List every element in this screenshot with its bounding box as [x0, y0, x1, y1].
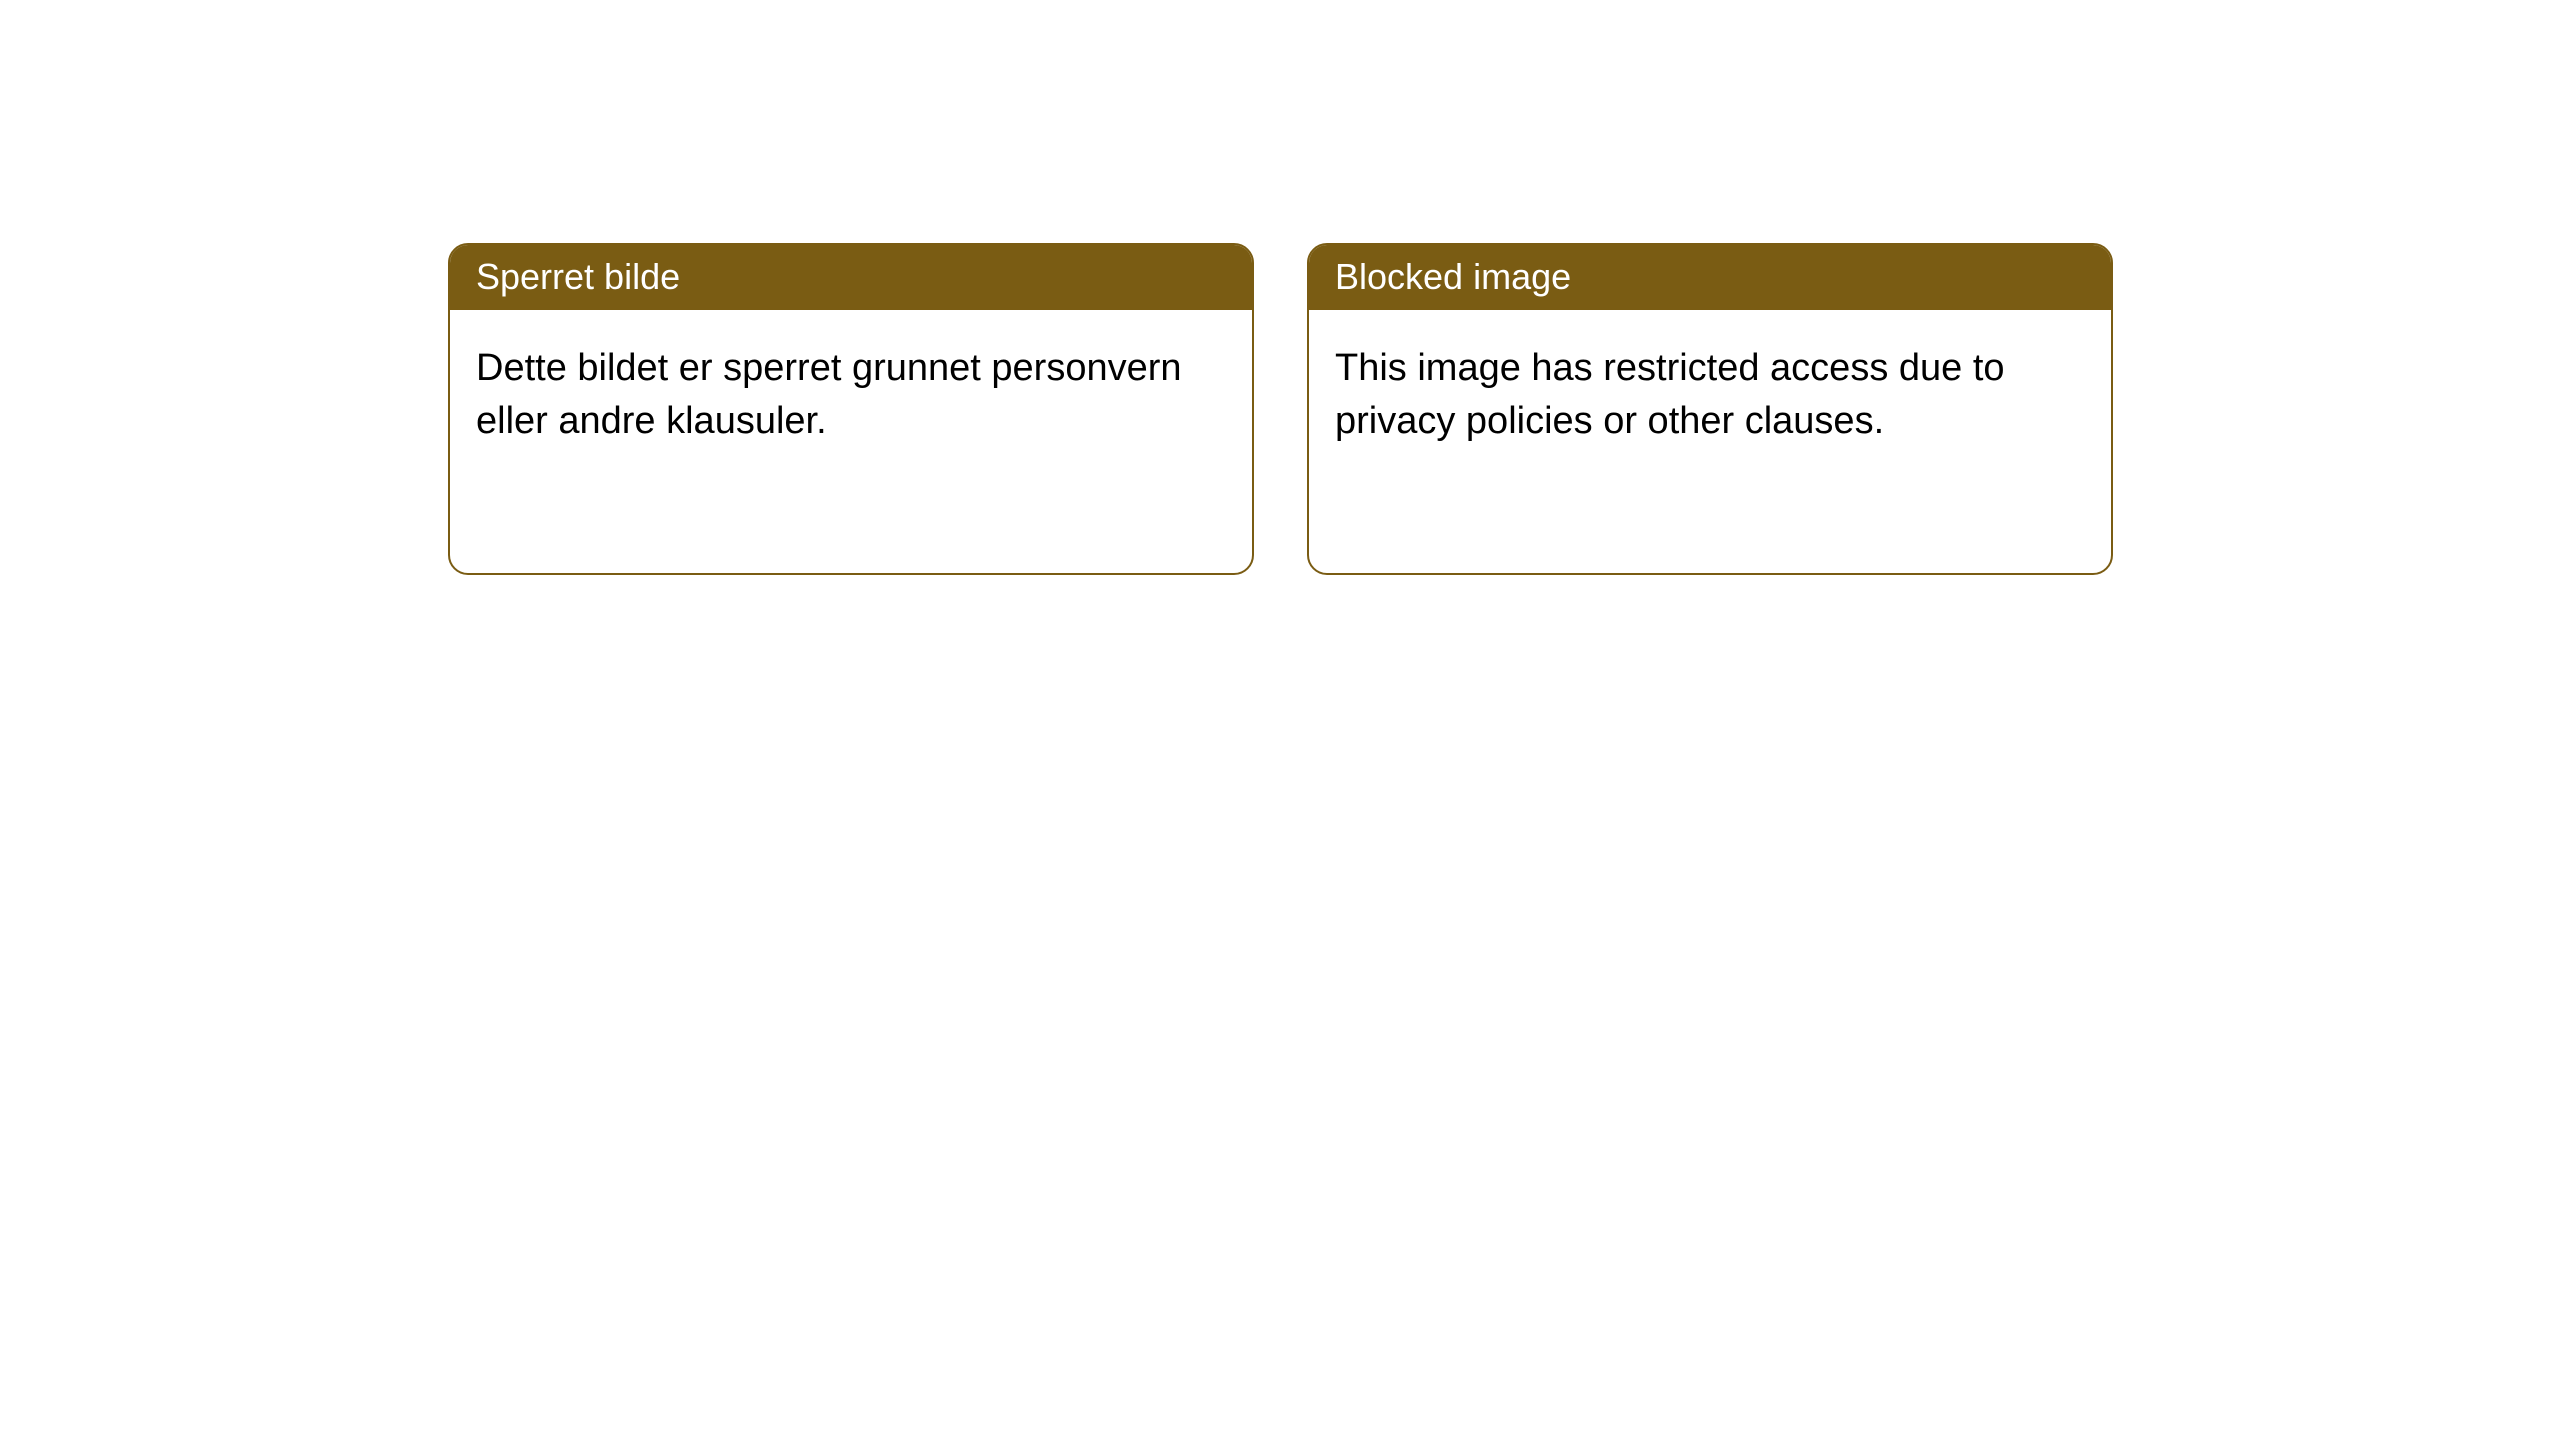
card-body: This image has restricted access due to … [1309, 310, 2111, 479]
notice-card-norwegian: Sperret bilde Dette bildet er sperret gr… [448, 243, 1254, 575]
notice-cards-container: Sperret bilde Dette bildet er sperret gr… [448, 243, 2113, 575]
card-header: Sperret bilde [450, 245, 1252, 310]
card-header: Blocked image [1309, 245, 2111, 310]
card-body: Dette bildet er sperret grunnet personve… [450, 310, 1252, 479]
notice-card-english: Blocked image This image has restricted … [1307, 243, 2113, 575]
